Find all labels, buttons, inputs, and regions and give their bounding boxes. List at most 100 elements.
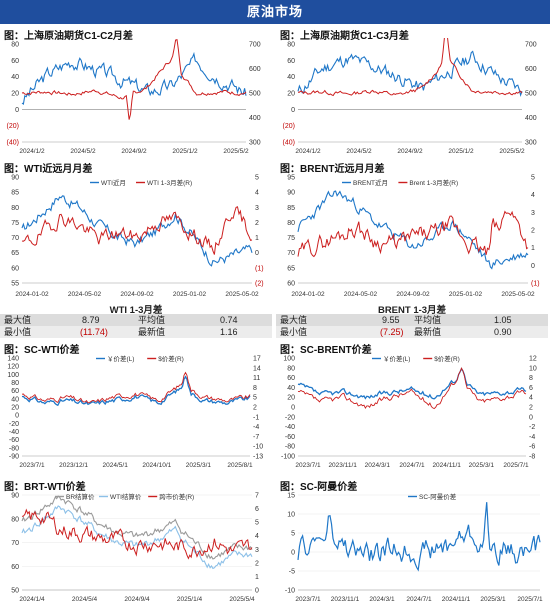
stat-value: 0.90 <box>494 327 512 337</box>
y-tick-label: 0 <box>291 405 295 412</box>
series-line <box>297 367 527 400</box>
y2-tick-label: 0 <box>529 414 533 421</box>
x-tick-label: 2025/3/1 <box>480 596 506 603</box>
x-tick-label: 2024/5/4 <box>72 596 98 603</box>
x-tick-label: 2023/7/1 <box>295 462 321 469</box>
y2-tick-label: -4 <box>529 434 535 441</box>
y2-tick-label: 0 <box>531 263 535 270</box>
wti-stats-table: WTI 1-3月差 最大值 8.79 平均值 0.74 最小值 (11.74) … <box>0 302 272 338</box>
x-tick-label: 2024-05-02 <box>68 291 102 298</box>
x-tick-label: 2025/7/1 <box>517 596 543 603</box>
y2-tick-label: 10 <box>529 365 537 372</box>
y2-tick-label: -8 <box>529 454 535 461</box>
x-tick-label: 2025/7/1 <box>503 462 529 469</box>
y2-tick-label: 1 <box>255 574 259 581</box>
y-tick-label: 60 <box>287 375 295 382</box>
y2-tick-label: 17 <box>253 356 261 363</box>
y2-tick-label: 8 <box>529 375 533 382</box>
x-tick-label: 2024/1/2 <box>295 148 321 155</box>
y2-tick-label: (2) <box>255 281 264 288</box>
y-tick-label: 10 <box>287 512 295 519</box>
y-tick-label: 80 <box>287 365 295 372</box>
y-tick-label: -60 <box>285 434 295 441</box>
y2-tick-label: 4 <box>531 192 535 199</box>
x-tick-label: 2024/11/1 <box>432 462 461 469</box>
y-tick-label: 70 <box>11 235 19 242</box>
y2-tick-label: 0 <box>255 588 259 595</box>
x-tick-label: 2024/1/4 <box>19 596 45 603</box>
series-line <box>21 51 247 106</box>
y-tick-label: 65 <box>287 265 295 272</box>
x-tick-label: 2025/8/1 <box>227 462 253 469</box>
y2-tick-label: 1 <box>531 245 535 252</box>
y2-tick-label: 1 <box>255 235 259 242</box>
y-tick-label: -80 <box>285 444 295 451</box>
stat-value: 8.79 <box>82 315 100 325</box>
y2-tick-label: -2 <box>529 424 535 431</box>
y2-tick-label: 8 <box>253 385 257 392</box>
y2-tick-label: 6 <box>529 385 533 392</box>
y-tick-label: 70 <box>287 250 295 257</box>
series-line <box>297 502 541 572</box>
legend-label: 跨市价差(R) <box>159 492 194 501</box>
stat-value: 1.05 <box>494 315 512 325</box>
x-tick-label: 2023/11/1 <box>331 596 360 603</box>
y2-tick-label: 2 <box>531 228 535 235</box>
brent-stats-row: 最大值 9.55 平均值 1.05 <box>276 314 548 326</box>
y-tick-label: 40 <box>11 74 19 81</box>
x-tick-label: 2024-09-02 <box>120 291 154 298</box>
stat-value: (7.25) <box>380 327 404 337</box>
x-tick-label: 2024/9/4 <box>124 596 150 603</box>
y2-tick-label: 2 <box>253 405 257 412</box>
x-tick-label: 2024/7/1 <box>406 596 432 603</box>
y2-tick-label: 600 <box>249 66 261 73</box>
y2-tick-label: 500 <box>249 91 261 98</box>
y-tick-label: -100 <box>281 454 295 461</box>
y-tick-label: 20 <box>11 405 19 412</box>
stat-label: 最大值 <box>280 315 308 325</box>
y2-tick-label: 2 <box>529 405 533 412</box>
x-tick-label: 2023/7/1 <box>295 596 321 603</box>
x-tick-label: 2025/1/2 <box>172 148 198 155</box>
y-tick-label: 60 <box>11 265 19 272</box>
y-tick-label: 20 <box>11 91 19 98</box>
y-tick-label: 80 <box>11 42 19 49</box>
sc-wti-title: 图：SC-WTI价差 <box>4 345 80 356</box>
stat-label: 最小值 <box>4 327 32 337</box>
c1c2-title: 图：上海原油期货C1-C2月差 <box>4 31 133 42</box>
brent-chart: 95 90 85 80 75 70 65 60 5 4 3 2 1 0 (1) 2024-01-02 2024-… <box>287 175 539 299</box>
stat-label: 最新值 <box>414 327 442 337</box>
brt-wti-chart: 90 80 70 60 50 7 6 5 4 3 2 1 0 2024/1/4 2024/5/4 2024/9… <box>11 492 259 603</box>
y-tick-label: 0 <box>15 413 19 420</box>
wti-stats-header: WTI 1-3月差 <box>109 305 163 316</box>
y-tick-label: 80 <box>287 42 295 49</box>
y-tick-label: 0 <box>291 107 295 114</box>
series-line <box>297 190 529 270</box>
banner-title: 原油市场 <box>0 0 550 24</box>
y2-tick-label: 3 <box>531 210 535 217</box>
legend-label: ￥价差(L) <box>383 354 410 363</box>
legend-label: WTI结算价 <box>110 492 142 501</box>
y-tick-label: -90 <box>9 454 19 461</box>
y-tick-label: 80 <box>287 220 295 227</box>
y-tick-label: (20) <box>7 123 19 130</box>
x-tick-label: 2024-01-02 <box>15 291 49 298</box>
stat-value: 1.16 <box>220 327 238 337</box>
y2-tick-label: 4 <box>255 190 259 197</box>
brent-stats-header: BRENT 1-3月差 <box>377 305 447 316</box>
legend-label: BRENT近月 <box>353 178 388 187</box>
y-tick-label: (20) <box>283 123 295 130</box>
y2-tick-label: 5 <box>255 520 259 527</box>
y2-tick-label: 3 <box>255 547 259 554</box>
x-tick-label: 2024/5/2 <box>70 148 96 155</box>
x-tick-label: 2024/3/1 <box>365 462 391 469</box>
x-tick-label: 2024/5/2 <box>346 148 372 155</box>
brt-wti-title: 图：BRT-WTI价差 <box>4 482 86 493</box>
stat-label: 最大值 <box>4 315 32 325</box>
y-tick-label: 140 <box>7 356 19 363</box>
y-tick-label: 55 <box>11 281 19 288</box>
y-tick-label: 65 <box>11 250 19 257</box>
sc-oman-title: 图：SC-阿曼价差 <box>280 482 358 493</box>
legend-label: ￥价差(L) <box>107 354 134 363</box>
